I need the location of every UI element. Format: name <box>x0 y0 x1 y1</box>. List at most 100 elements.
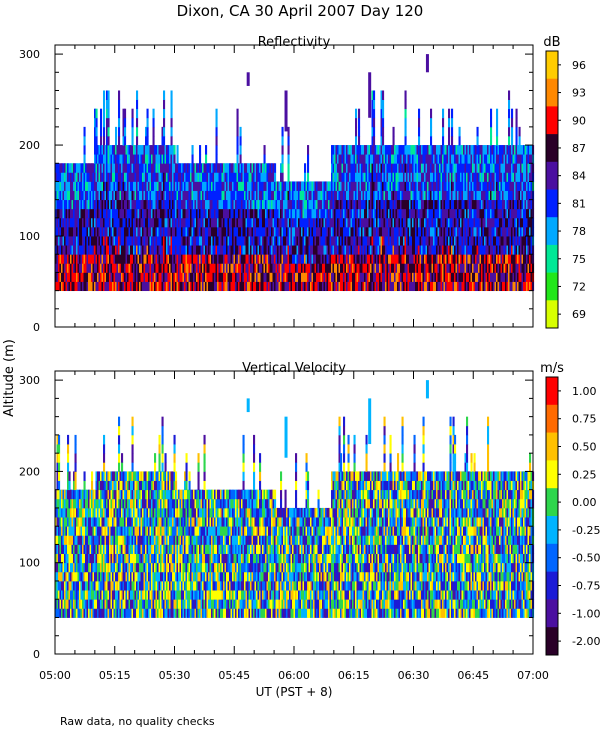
heatmap-cell <box>209 181 212 191</box>
heatmap-cell <box>109 208 112 219</box>
heatmap-cell <box>56 263 59 273</box>
heatmap-cell <box>428 217 431 228</box>
heatmap-cell <box>385 272 388 282</box>
heatmap-cell <box>269 172 272 182</box>
heatmap-cell <box>394 190 397 201</box>
heatmap-cell <box>125 272 128 282</box>
heatmap-cell <box>65 163 68 173</box>
heatmap-cell <box>499 199 502 210</box>
heatmap-cell <box>436 263 439 273</box>
heatmap-cell <box>388 172 391 182</box>
heatmap-cell <box>284 181 287 191</box>
heatmap-cell <box>140 154 143 164</box>
heatmap-cell <box>281 126 284 137</box>
heatmap-cell <box>317 254 320 264</box>
heatmap-cell <box>121 217 124 228</box>
heatmap-cell <box>247 281 250 292</box>
heatmap-cell <box>86 272 89 282</box>
heatmap-cell <box>82 172 85 182</box>
heatmap-cell <box>371 272 374 282</box>
heatmap-cell <box>94 245 97 255</box>
heatmap-cell <box>373 117 376 128</box>
heatmap-cell <box>461 236 464 246</box>
heatmap-cell <box>163 226 166 237</box>
heatmap-cell <box>230 254 233 264</box>
heatmap-cell <box>94 190 97 201</box>
heatmap-cell <box>430 217 433 228</box>
heatmap-cell <box>361 217 364 228</box>
heatmap-cell <box>478 217 481 228</box>
heatmap-cell <box>475 145 478 155</box>
heatmap-cell <box>157 272 160 282</box>
heatmap-cell <box>394 208 397 219</box>
heatmap-cell <box>493 263 496 273</box>
heatmap-cell <box>217 254 220 264</box>
heatmap-cell <box>359 226 362 237</box>
heatmap-cell <box>493 199 496 210</box>
heatmap-cell <box>248 181 251 191</box>
heatmap-cell <box>86 263 89 273</box>
heatmap-cell <box>226 199 229 210</box>
heatmap-cell <box>467 199 470 210</box>
heatmap-cell <box>250 190 253 201</box>
heatmap-cell <box>349 226 352 237</box>
heatmap-cell <box>197 254 200 264</box>
heatmap-cell <box>224 190 227 201</box>
heatmap-cell <box>392 254 395 264</box>
heatmap-cell <box>175 172 178 182</box>
heatmap-cell <box>482 263 485 273</box>
heatmap-cell <box>191 181 194 191</box>
heatmap-cell <box>491 190 494 201</box>
heatmap-cell <box>496 108 499 119</box>
heatmap-cell <box>110 254 113 264</box>
heatmap-cell <box>443 281 446 292</box>
heatmap-cell <box>518 236 521 246</box>
heatmap-cell <box>427 163 430 173</box>
heatmap-cell <box>344 163 347 173</box>
heatmap-cell <box>233 199 236 210</box>
heatmap-cell <box>332 272 335 282</box>
heatmap-cell <box>245 272 248 282</box>
heatmap-cell <box>299 245 302 255</box>
heatmap-cell <box>169 154 172 164</box>
heatmap-cell <box>272 226 275 237</box>
heatmap-cell <box>166 172 169 182</box>
heatmap-cell <box>245 199 248 210</box>
heatmap-cell <box>419 217 422 228</box>
heatmap-cell <box>116 217 119 228</box>
heatmap-cell <box>337 163 340 173</box>
heatmap-cell <box>184 217 187 228</box>
heatmap-cell <box>344 263 347 273</box>
heatmap-cell <box>140 163 143 173</box>
heatmap-cell <box>103 117 106 128</box>
heatmap-cell <box>85 172 88 182</box>
heatmap-cell <box>59 208 62 219</box>
heatmap-cell <box>109 254 112 264</box>
heatmap-cell <box>406 226 409 237</box>
heatmap-cell <box>472 172 475 182</box>
heatmap-cell <box>133 245 136 255</box>
heatmap-cell <box>208 190 211 201</box>
heatmap-cell <box>412 226 415 237</box>
heatmap-cell <box>508 190 511 201</box>
heatmap-cell <box>419 272 422 282</box>
heatmap-cell <box>253 181 256 191</box>
heatmap-cell <box>160 145 163 155</box>
heatmap-cell <box>137 272 140 282</box>
heatmap-cell <box>122 135 125 146</box>
heatmap-cell <box>104 254 107 264</box>
heatmap-cell <box>407 226 410 237</box>
heatmap-cell <box>191 281 194 292</box>
heatmap-cell <box>152 145 155 155</box>
heatmap-cell <box>314 217 317 228</box>
heatmap-cell <box>242 281 245 292</box>
heatmap-cell <box>245 263 248 273</box>
heatmap-cell <box>478 208 481 219</box>
heatmap-cell <box>277 217 280 228</box>
heatmap-cell <box>338 263 341 273</box>
heatmap-cell <box>86 199 89 210</box>
heatmap-cell <box>470 181 473 191</box>
heatmap-cell <box>481 236 484 246</box>
heatmap-cell <box>124 281 127 292</box>
heatmap-cell <box>380 135 383 146</box>
